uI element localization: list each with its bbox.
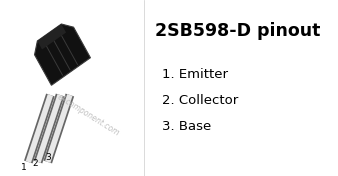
Text: 2: 2 bbox=[32, 159, 38, 168]
Polygon shape bbox=[38, 24, 66, 49]
Text: 1: 1 bbox=[21, 164, 27, 172]
Text: el-component.com: el-component.com bbox=[56, 92, 121, 138]
Text: 1. Emitter: 1. Emitter bbox=[162, 68, 228, 81]
Text: 3: 3 bbox=[46, 153, 51, 162]
Text: 3. Base: 3. Base bbox=[162, 120, 211, 133]
Polygon shape bbox=[34, 24, 91, 85]
Text: 2. Collector: 2. Collector bbox=[162, 94, 238, 107]
Text: 2SB598-D pinout: 2SB598-D pinout bbox=[155, 22, 320, 40]
